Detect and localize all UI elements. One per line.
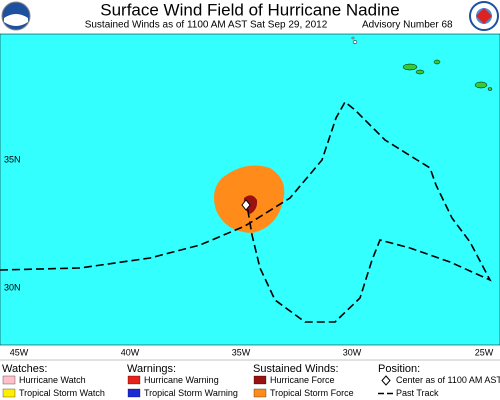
past-track	[0, 100, 492, 323]
lon-label: 30W	[343, 347, 362, 357]
lon-label: 40W	[121, 347, 140, 357]
lon-label: 45W	[10, 347, 29, 357]
lon-label: 25W	[475, 347, 494, 357]
legend-swatch	[253, 375, 267, 385]
legend-item: Center as of 1100 AM AST	[396, 375, 500, 385]
advisory-number: Advisory Number 68	[362, 20, 453, 31]
legend-swatch	[253, 388, 267, 398]
legend-heading: Watches:	[2, 363, 47, 375]
legend-item: Hurricane Watch	[19, 375, 86, 385]
map-subtitle: Sustained Winds as of 1100 AM AST Sat Se…	[85, 20, 328, 31]
legend-item: Tropical Storm Watch	[19, 388, 105, 398]
legend-swatch	[2, 375, 16, 385]
legend-heading: Sustained Winds:	[253, 363, 339, 375]
legend-swatch	[127, 375, 141, 385]
legend-item: Tropical Storm Warning	[144, 388, 238, 398]
lat-label: 30N	[4, 282, 21, 292]
lon-label: 35W	[232, 347, 251, 357]
legend-swatch	[127, 388, 141, 398]
header-background	[0, 0, 500, 34]
noaa-logo	[1, 1, 31, 31]
legend-item: Hurricane Warning	[144, 375, 219, 385]
map-title: Surface Wind Field of Hurricane Nadine	[100, 0, 400, 19]
legend-center-symbol	[381, 375, 391, 386]
legend-swatch	[2, 388, 16, 398]
legend-item: Tropical Storm Force	[270, 388, 354, 398]
azores-islands	[351, 36, 493, 91]
storm-center	[241, 199, 251, 211]
lat-label: 35N	[4, 154, 21, 164]
legend-heading: Position:	[378, 363, 420, 375]
legend-item: Hurricane Force	[270, 375, 335, 385]
legend-heading: Warnings:	[127, 363, 176, 375]
nws-logo	[469, 1, 499, 31]
hurricane-force-area	[243, 195, 258, 214]
legend-item: Past Track	[396, 388, 439, 398]
